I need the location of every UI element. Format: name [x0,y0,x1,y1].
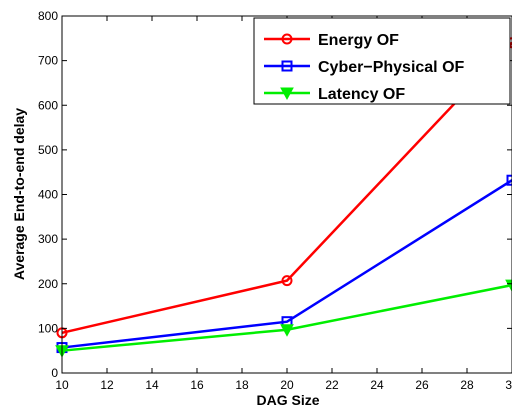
series-line-2 [61,179,512,349]
legend-box [253,17,511,105]
legend-marker [281,60,293,72]
y-tick-label: 200 [38,277,58,291]
data-point-series-3 [280,324,294,337]
y-tick-label: 800 [38,9,58,23]
x-axis-label: DAG Size [256,392,319,408]
x-tick-label: 22 [325,378,339,392]
series-layer [55,37,512,358]
x-tick-label: 20 [280,378,294,392]
legend-label: Latency OF [318,86,405,103]
y-tick-label: 400 [38,188,58,202]
legend-label: Energy OF [318,32,399,49]
data-point-series-1 [281,275,293,287]
y-tick-label: 0 [51,366,58,380]
data-point-series-2 [506,174,512,186]
y-axis-label: Average End-to-end delay [11,108,27,280]
legend-marker [281,33,293,45]
x-tick-label: 28 [460,378,474,392]
x-tick-label: 10 [55,378,69,392]
x-axis: 10 12 14 16 18 20 22 24 26 28 30 [55,16,512,392]
x-tick-label: 24 [370,378,384,392]
x-tick-label: 18 [235,378,249,392]
x-tick-label: 30 [505,378,512,392]
y-tick-label: 500 [38,143,58,157]
x-tick-label: 26 [415,378,429,392]
x-tick-label: 14 [145,378,159,392]
x-tick-label: 16 [190,378,204,392]
legend-label: Cyber−Physical OF [318,59,465,76]
legend: Energy OF Cyber−Physical OF Latency OF [253,17,511,105]
legend-marker [280,87,294,101]
x-tick-label: 12 [100,378,114,392]
series-line-1 [61,41,512,335]
y-tick-label: 700 [38,54,58,68]
y-tick-label: 300 [38,232,58,246]
y-axis: 0 100 200 300 400 500 600 700 800 [38,9,512,380]
y-tick-label: 100 [38,321,58,335]
y-tick-label: 600 [38,98,58,112]
data-point-series-3 [505,279,512,293]
